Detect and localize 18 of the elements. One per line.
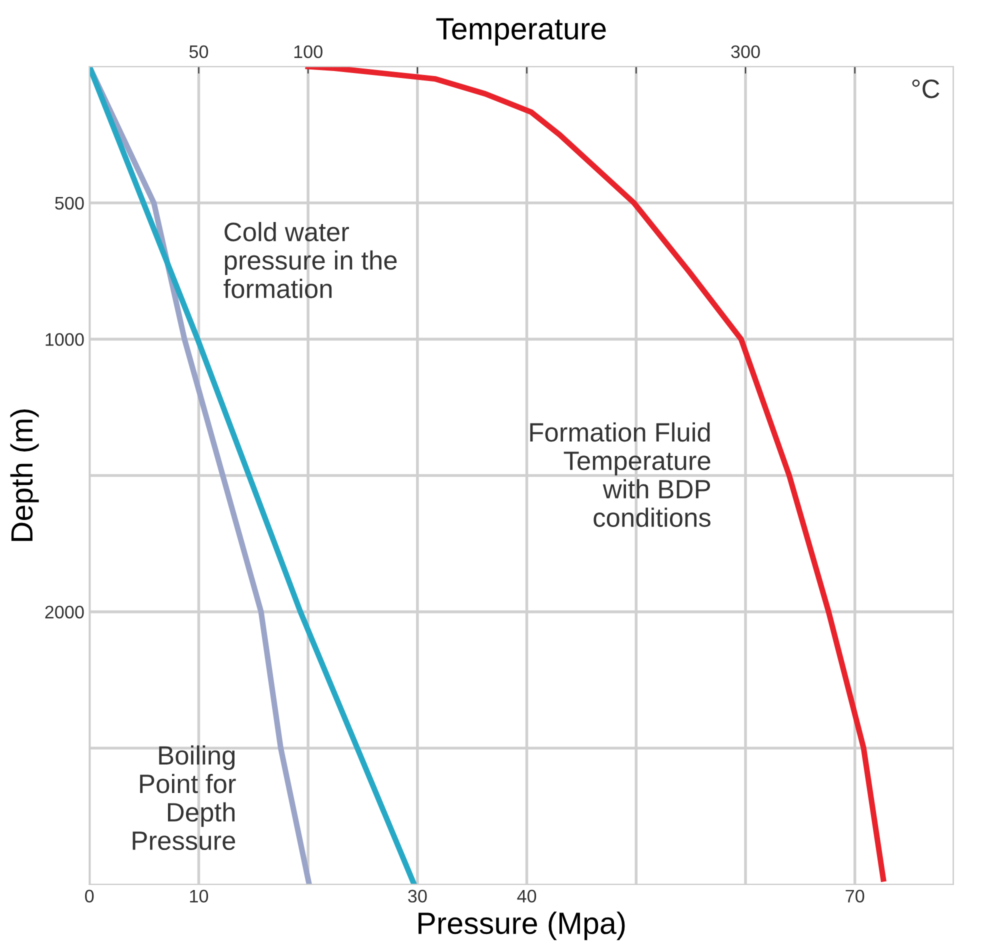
- y-tick-label: 1000: [46, 333, 84, 346]
- x-tick-label: 30: [408, 890, 427, 903]
- annotation: Cold water pressure in the formation: [224, 222, 397, 298]
- x-tick-label: 10: [190, 890, 208, 903]
- x2-tick-label: 100: [294, 45, 322, 58]
- x-tick-label: 70: [846, 890, 864, 903]
- y-axis-title: Depth (m): [10, 409, 39, 541]
- annotation: Formation Fluid Temperature with BDP conditions: [530, 422, 710, 527]
- x-tick-label: 40: [517, 890, 536, 903]
- x2-tick-label: 50: [189, 45, 208, 58]
- x2-axis-title: Temperature: [436, 18, 606, 46]
- y-tick-label: 500: [55, 196, 84, 210]
- annotation: °C: [912, 80, 940, 98]
- x-axis-title: Pressure (Mpa): [418, 912, 625, 940]
- annotation: Boiling Point for Depth Pressure: [132, 745, 236, 850]
- y-tick-label: 2000: [45, 606, 84, 619]
- x-tick-label: 0: [85, 890, 94, 903]
- x2-tick-label: 300: [731, 45, 760, 58]
